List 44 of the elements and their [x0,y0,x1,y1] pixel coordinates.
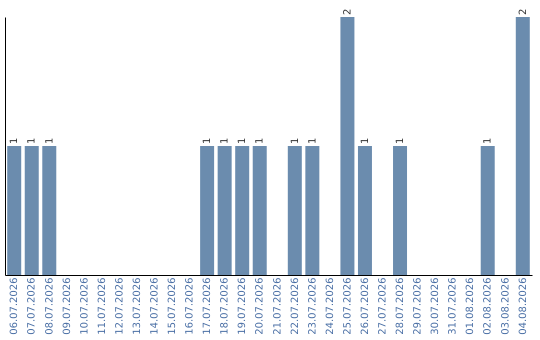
data-label: 1 [220,138,231,144]
x-tick-label: 27.07.2026 [377,278,388,335]
x-tick-label: 22.07.2026 [290,278,301,335]
x-tick-label: 19.07.2026 [237,278,248,335]
data-label: 1 [360,138,371,144]
x-tick-label: 16.07.2026 [184,278,196,335]
x-tick-label: 31.07.2026 [448,278,459,335]
data-label: 1 [9,138,20,144]
data-label: 2 [342,8,354,15]
x-tick-label: 10.07.2026 [79,278,90,335]
data-label: 1 [237,138,248,144]
x-tick-label: 20.07.2026 [254,278,266,335]
x-tick-label: 03.08.2026 [500,278,512,335]
x-tick-label: 13.07.2026 [132,278,143,335]
data-label: 1 [307,138,318,144]
x-tick-label: 24.07.2026 [324,278,336,335]
x-tick-label: 18.07.2026 [220,278,231,335]
x-tick-label: 07.07.2026 [26,278,38,335]
x-tick-label: 11.07.2026 [96,278,108,335]
data-label: 1 [26,138,38,144]
data-label: 1 [44,138,56,144]
data-label: 2 [518,8,529,15]
x-tick-label: 02.08.2026 [482,278,494,335]
x-tick-label: 29.07.2026 [412,278,424,335]
x-tick-label: 09.07.2026 [62,278,73,335]
x-tick-label: 23.07.2026 [307,278,318,335]
data-label: 1 [290,138,301,144]
x-tick-label: 12.07.2026 [114,278,126,335]
data-label: 1 [395,138,406,144]
x-tick-label: 26.07.2026 [360,278,371,335]
x-tick-label: 17.07.2026 [202,278,214,335]
x-tick-label: 21.07.2026 [272,278,284,335]
x-tick-label: 08.07.2026 [44,278,56,335]
x-tick-label: 25.07.2026 [342,278,354,335]
x-tick-label: 06.07.2026 [9,278,20,335]
x-tick-label: 01.08.2026 [465,278,476,335]
data-label: 1 [482,138,494,144]
x-tick-label: 14.07.2026 [150,278,161,335]
x-tick-label: 28.07.2026 [395,278,406,335]
x-tick-label: 30.07.2026 [430,278,442,335]
x-tick-label: 04.08.2026 [518,278,529,335]
x-tick-label: 15.07.2026 [167,278,178,335]
data-label: 1 [254,138,266,144]
data-label: 1 [202,138,214,144]
